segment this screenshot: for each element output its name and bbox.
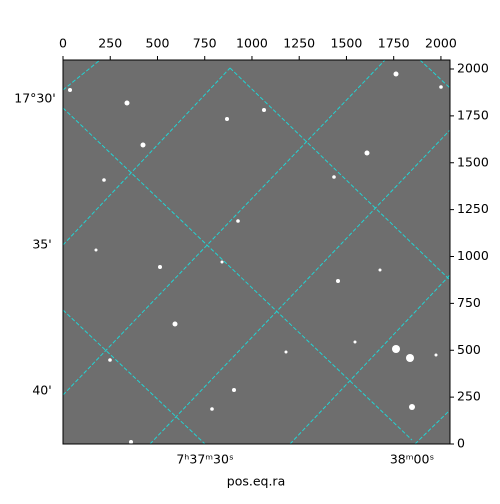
y-tick-label: 750	[457, 295, 481, 310]
y-tick-label: 1000	[457, 248, 489, 263]
x-tick-label: 1500	[331, 36, 363, 51]
dec-tick-label: 35'	[32, 237, 51, 252]
y-tick-label: 2000	[457, 61, 489, 76]
x-tick-label: 750	[193, 36, 217, 51]
x-tick-label: 1750	[378, 36, 410, 51]
frame	[62, 59, 451, 445]
y-tick-label: 1750	[457, 107, 489, 122]
sky-image	[63, 60, 450, 444]
y-tick-label: 1500	[457, 154, 489, 169]
x-tick-label: 2000	[425, 36, 457, 51]
y-tick-label: 1250	[457, 201, 489, 216]
dec-tick-label: 17°30'	[14, 91, 56, 106]
x-tick-label: 500	[146, 36, 170, 51]
x-tick-label: 0	[59, 36, 67, 51]
ra-tick-label: 38ᵐ00ˢ	[390, 452, 434, 467]
y-tick-label: 500	[457, 342, 481, 357]
dec-tick-label: 40'	[32, 383, 51, 398]
y-tick-label: 0	[457, 436, 465, 451]
x-tick-label: 250	[98, 36, 122, 51]
x-tick-label: 1000	[236, 36, 268, 51]
stars	[68, 71, 443, 444]
x-tick-label: 1250	[283, 36, 315, 51]
y-tick-label: 250	[457, 389, 481, 404]
ra-tick-label: 7ʰ37ᵐ30ˢ	[176, 452, 233, 467]
x-axis-label: pos.eq.ra	[227, 474, 285, 489]
wcs-grid	[62, 59, 451, 445]
